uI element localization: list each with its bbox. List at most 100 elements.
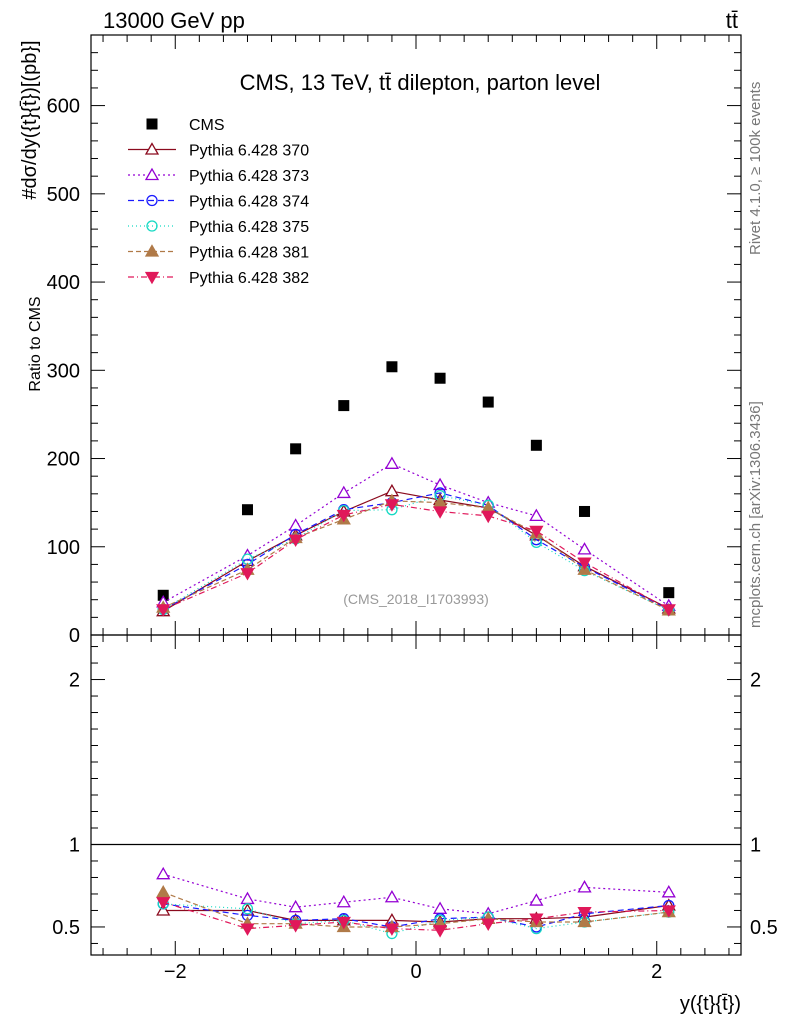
main-point-p382 (481, 510, 496, 524)
main-line-p373 (162, 463, 670, 607)
ratio-point-p373 (432, 901, 448, 914)
ratio-line-p374 (163, 903, 669, 928)
main-y-tick-label: 300 (47, 360, 80, 382)
ratio-point-p373 (240, 891, 255, 905)
main-point-p373 (384, 456, 400, 469)
ratio-point-p382 (384, 923, 400, 936)
ratio-point-p382 (481, 918, 496, 931)
svg-text:#dσ/dy({t}{t̄})[(pb}]: #dσ/dy({t}{t̄})[(pb}] (19, 40, 41, 199)
legend-label-p375: Pythia 6.428 375 (189, 219, 309, 236)
legend-marker-p373 (144, 167, 160, 181)
ratio-point-p373 (384, 889, 400, 903)
analysis-id-label: (CMS_2018_I1703993) (343, 591, 489, 607)
main-y-tick-label: 0 (69, 625, 80, 647)
main-y-tick-label: 400 (47, 272, 80, 294)
ratio-point-p373 (529, 893, 544, 906)
ratio-point-p382 (156, 897, 171, 910)
main-y-tick-label: 600 (47, 96, 80, 118)
ratio-point-p382 (432, 925, 448, 938)
main-point-p382 (288, 534, 303, 548)
main-point-p373 (288, 518, 303, 531)
main-point-p382 (384, 499, 400, 512)
main-point-CMS (434, 372, 446, 384)
ratio-point-p373 (288, 899, 303, 913)
main-point-CMS (663, 587, 675, 599)
main-line-p370 (162, 490, 670, 612)
legend-label-p370: Pythia 6.428 370 (189, 143, 309, 160)
main-point-p382 (432, 506, 448, 519)
main-point-CMS (482, 396, 494, 408)
ratio-line-p370 (163, 904, 669, 923)
main-point-CMS (579, 505, 591, 517)
legend-marker-p370 (144, 142, 160, 155)
x-axis-label: y({t}{t̄}) (680, 993, 741, 1015)
main-point-CMS (290, 443, 302, 455)
ratio-y-tick-label-right: 1 (750, 834, 761, 856)
legend-label-p373: Pythia 6.428 373 (189, 168, 309, 185)
ratio-y-axis-label: Ratio to CMS (27, 296, 44, 391)
ratio-point-p382 (240, 923, 255, 936)
main-point-p382 (336, 509, 351, 523)
main-point-CMS (386, 361, 398, 373)
main-point-p382 (661, 604, 676, 617)
main-y-axis-label: #dσ/dy({t}{t̄})[(pb}] (19, 40, 41, 199)
x-tick-label: 0 (410, 961, 421, 983)
legend-label-p382: Pythia 6.428 382 (189, 270, 309, 287)
ratio-point-p370 (156, 903, 171, 916)
main-point-p382 (577, 557, 592, 570)
main-point-p373 (529, 508, 544, 522)
main-point-p375 (530, 536, 543, 549)
ratio-point-p373 (336, 894, 351, 908)
x-tick-label: 2 (651, 961, 662, 983)
ratio-point-p375 (241, 903, 254, 915)
process-label: tt̄ (726, 8, 738, 33)
legend-marker-CMS (146, 118, 158, 130)
ratio-line-p381 (162, 891, 669, 928)
legend-marker-p381 (144, 244, 160, 257)
ratio-point-p373 (661, 885, 676, 898)
main-point-p373 (336, 485, 351, 499)
ratio-y-tick-label-right: 0.5 (750, 917, 778, 939)
main-line-p382 (162, 503, 670, 610)
ratio-line-p373 (163, 873, 669, 915)
main-point-p382 (240, 568, 255, 581)
legend-marker-p382 (144, 271, 160, 285)
ratio-point-p382 (336, 916, 351, 930)
main-point-CMS (241, 504, 253, 516)
ratio-y-tick-label: 1 (69, 834, 80, 856)
rivet-version-label: Rivet 4.1.0, ≥ 100k events (747, 82, 764, 255)
legend-marker-p374 (146, 194, 158, 207)
x-tick-label: −2 (164, 961, 187, 983)
main-y-tick-label: 200 (47, 449, 80, 471)
ratio-point-p382 (661, 905, 676, 918)
legend-label-p381: Pythia 6.428 381 (189, 245, 309, 262)
main-point-p382 (156, 604, 171, 617)
main-y-tick-label: 500 (47, 184, 80, 206)
main-y-tick-label: 100 (47, 537, 80, 559)
ratio-point-p381 (577, 914, 592, 928)
main-point-CMS (338, 400, 350, 412)
legend-marker-p375 (146, 220, 158, 232)
main-line-p381 (162, 500, 670, 611)
legend: CMS Pythia 6.428 370 Pythia 6.428 373 Pythi… (128, 117, 309, 287)
ratio-y-tick-label-right: 2 (750, 670, 761, 692)
ratio-y-tick-label: 2 (69, 670, 80, 692)
main-point-p373 (432, 477, 448, 491)
main-plot-title: CMS, 13 TeV, tt̄ dilepton, parton level (240, 70, 601, 95)
main-point-p373 (577, 542, 592, 555)
legend-label-CMS: CMS (189, 117, 225, 134)
ratio-y-tick-label: 0.5 (52, 917, 80, 939)
legend-label-p374: Pythia 6.428 374 (189, 194, 309, 211)
main-point-p382 (529, 525, 544, 539)
ratio-point-p382 (577, 906, 592, 920)
ratio-point-p382 (529, 913, 544, 927)
energy-label: 13000 GeV pp (103, 8, 245, 33)
ratio-point-p382 (288, 920, 303, 933)
ratio-line-p375 (163, 903, 669, 935)
main-line-p375 (162, 494, 670, 611)
mcplots-label: mcplots.cern.ch [arXiv:1306.3436] (747, 401, 764, 628)
ratio-point-p373 (577, 880, 592, 893)
ratio-point-p381 (156, 885, 171, 898)
main-point-CMS (530, 439, 542, 451)
